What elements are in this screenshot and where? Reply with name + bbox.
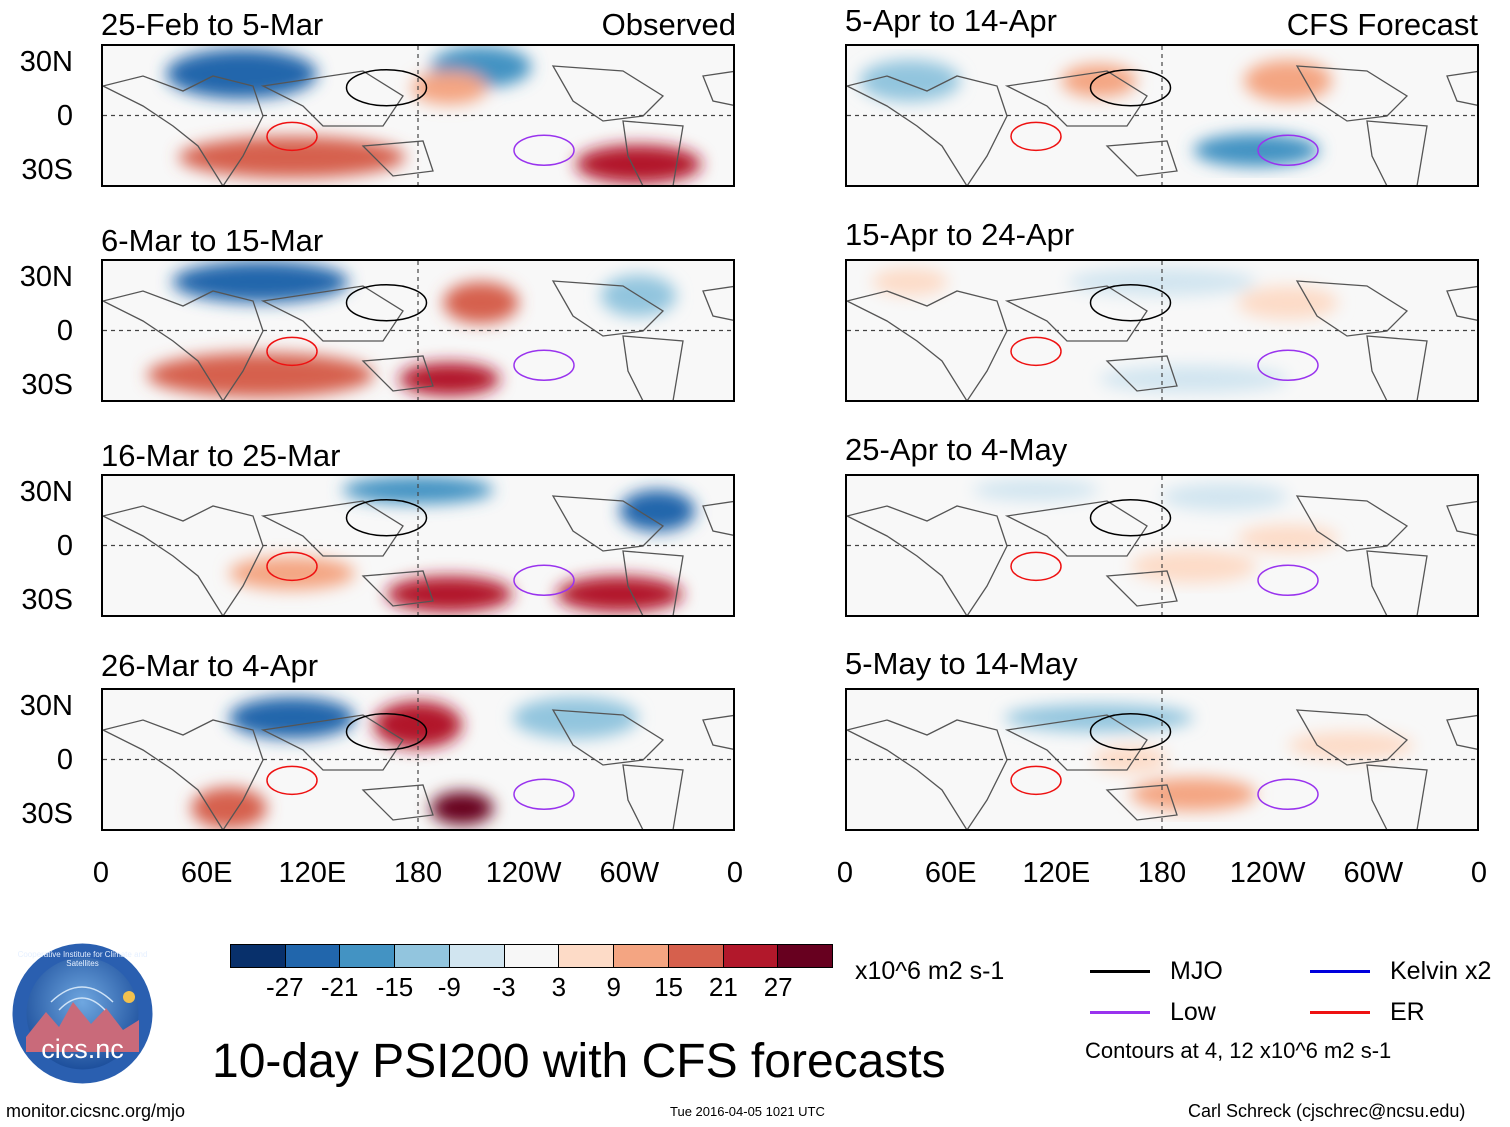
panel-title: 25-Feb to 5-Mar [101,7,324,42]
map-panel [845,474,1479,617]
legend-er: ER [1390,998,1425,1026]
legend-kelvin: Kelvin x2 [1390,957,1492,985]
colorbar-tick-label: 21 [708,972,738,1002]
map-panel [845,259,1479,402]
colorbar-swatch [285,945,341,967]
colorbar-swatch [778,945,833,967]
colorbar-swatch [559,945,615,967]
colorbar-swatch [504,945,560,967]
lon-label: 0 [92,857,110,889]
panel-title: 25-Apr to 4-May [845,432,1068,467]
panel-title: 6-Mar to 15-Mar [101,223,324,258]
lon-label: 60W [599,857,660,889]
logo-ring-text: Cooperative Institute for Climate and Sa… [17,950,148,968]
mjo-line-swatch [1090,970,1150,973]
colorbar-swatch [668,945,724,967]
map-panel [845,44,1479,187]
colorbar-swatch [340,945,396,967]
colorbar-tick-label: -15 [375,972,414,1002]
lon-label: 120W [1229,857,1306,889]
colorbar-tick-label: 27 [763,972,793,1002]
lon-label: 60E [180,857,233,889]
cics-logo: cics.nc Cooperative Institute for Climat… [11,942,154,1085]
panel-title: 26-Mar to 4-Apr [101,648,319,683]
er-line-swatch [1310,1011,1370,1014]
lat-label: 30S [21,154,73,186]
panel-title: 16-Mar to 25-Mar [101,438,341,473]
map-panel [845,688,1479,831]
lat-label: 30N [19,46,73,78]
lat-label: 30N [19,690,73,722]
lon-label: 120E [278,857,347,889]
map-panel [101,474,735,617]
colorbar-tick-label: -27 [266,972,304,1002]
lon-label: 120E [1022,857,1091,889]
lon-label: 0 [1470,857,1488,889]
lat-label: 30S [21,798,73,830]
lat-label: 0 [56,744,73,776]
map-panel [101,259,735,402]
lat-label: 30N [19,476,73,508]
panel-tag: CFS Forecast [1286,7,1478,42]
lon-label: 180 [1137,857,1187,889]
footer-author: Carl Schreck (cjschrec@ncsu.edu) [1188,1101,1466,1121]
low-line-swatch [1090,1011,1150,1014]
kelvin-line-swatch [1310,970,1370,973]
lat-label: 30S [21,369,73,401]
map-panel [101,44,735,187]
lat-label: 0 [56,100,73,132]
colorbar-units: x10^6 m2 s-1 [855,957,1005,985]
map-panel [101,688,735,831]
colorbar-tick-label: -3 [492,972,516,1002]
lat-label: 0 [56,530,73,562]
colorbar-swatch [614,945,669,967]
colorbar-tick-label: 3 [551,972,567,1002]
colorbar-tick-label: -9 [437,972,461,1002]
colorbar-tick-label: -21 [320,972,359,1002]
lon-label: 0 [836,857,854,889]
colorbar-swatch [449,945,505,967]
main-title: 10-day PSI200 with CFS forecasts [212,1035,946,1088]
colorbar-tick-label: 15 [654,972,683,1002]
lon-label: 60W [1343,857,1404,889]
footer-url[interactable]: monitor.cicsnc.org/mjo [6,1101,186,1121]
legend-low: Low [1170,998,1216,1026]
panel-tag: Observed [601,7,736,42]
lat-label: 0 [56,315,73,347]
panel-title: 5-Apr to 14-Apr [845,3,1057,38]
colorbar-swatch [395,945,450,967]
lon-label: 180 [393,857,443,889]
logo-text: cics.nc [41,1034,124,1064]
contour-note: Contours at 4, 12 x10^6 m2 s-1 [1085,1038,1392,1063]
lat-label: 30S [21,584,73,616]
panel-title: 5-May to 14-May [845,646,1078,681]
lon-label: 120W [485,857,562,889]
colorbar-swatch [723,945,779,967]
footer-timestamp: Tue 2016-04-05 1021 UTC [670,1104,825,1119]
colorbar-tick-label: 9 [606,972,621,1002]
lat-label: 30N [19,261,73,293]
panel-title: 15-Apr to 24-Apr [845,217,1075,252]
lon-label: 0 [726,857,744,889]
lon-label: 60E [924,857,977,889]
legend-mjo: MJO [1170,957,1223,985]
colorbar [230,944,833,968]
colorbar-swatch [231,945,286,967]
